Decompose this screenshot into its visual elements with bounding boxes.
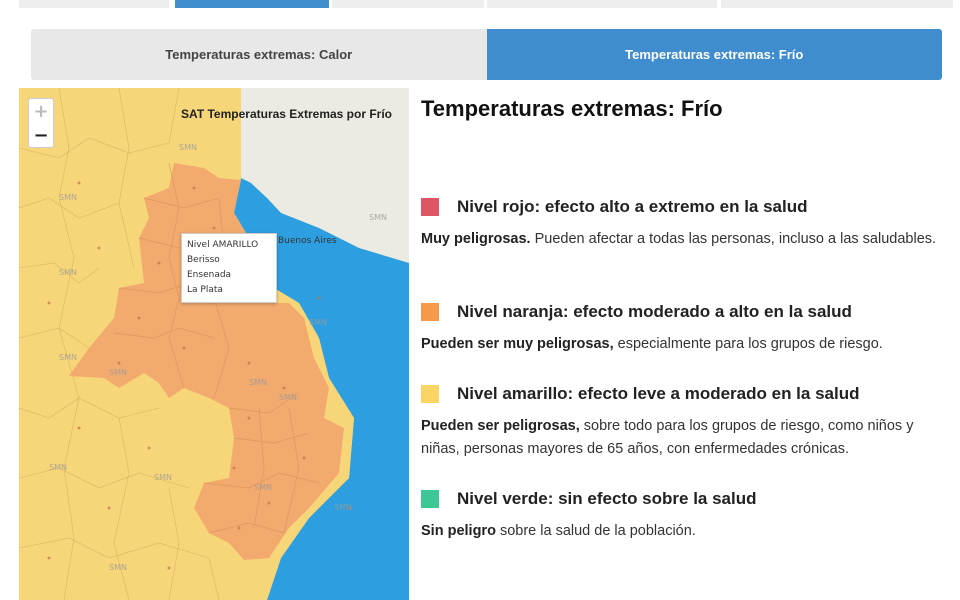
level-title: Nivel amarillo: efecto leve a moderado e… [457,384,860,403]
tab-calor[interactable]: Temperaturas extremas: Calor [31,29,487,80]
legend-panel: Temperaturas extremas: Frío Nivel rojo: … [421,96,951,539]
level-text: especialmente para los grupos de riesgo. [613,336,883,352]
city-label: Buenos Aires [278,236,337,246]
watermark: SMN [334,503,352,512]
zoom-in-button[interactable]: + [28,98,54,124]
map-canvas [19,88,409,600]
top-nav-segment[interactable] [721,0,953,8]
zoom-out-button[interactable]: − [28,123,54,148]
watermark: SMN [279,393,297,402]
level-title: Nivel rojo: efecto alto a extremo en la … [457,197,808,216]
top-nav-segment[interactable] [19,0,169,8]
tab-bar: Temperaturas extremas: Calor Temperatura… [31,29,942,80]
top-nav-segment[interactable] [487,0,717,8]
level-description: Sin peligro sobre la salud de la poblaci… [421,520,951,543]
level-emphasis: Pueden ser muy peligrosas, [421,336,614,352]
watermark: SMN [179,143,197,152]
level-text: sobre la salud de la población. [495,523,696,539]
level-text: Pueden afectar a todas las personas, inc… [530,231,937,247]
watermark: SMN [249,378,267,387]
level-emphasis: Pueden ser peligrosas, [421,418,580,434]
level-title: Nivel naranja: efecto moderado a alto en… [457,302,852,321]
level-color-swatch [421,303,439,321]
watermark: SMN [109,563,127,572]
top-nav-segment[interactable] [332,0,484,8]
watermark: SMN [59,268,77,277]
popup-place: Ensenada [187,270,232,280]
watermark: SMN [49,463,67,472]
level-title: Nivel verde: sin efecto sobre la salud [457,489,757,508]
watermark: SMN [309,318,327,327]
watermark: SMN [154,473,172,482]
popup-place: La Plata [187,285,223,295]
level-description: Pueden ser muy peligrosas, especialmente… [421,333,951,356]
level-rojo: Nivel rojo: efecto alto a extremo en la … [421,196,951,251]
level-naranja: Nivel naranja: efecto moderado a alto en… [421,301,951,356]
region-popup: Nivel AMARILLO Berisso Ensenada La Plata [181,233,277,303]
popup-place: Berisso [187,255,220,265]
popup-heading: Nivel AMARILLO [187,240,259,250]
alert-map[interactable]: SMN SMN SMN SMN SMN SMN SMN SMN SMN SMN … [19,88,409,600]
watermark: SMN [59,353,77,362]
watermark: SMN [109,368,127,377]
level-amarillo: Nivel amarillo: efecto leve a moderado e… [421,383,951,461]
top-navigation-strip [0,0,960,9]
level-description: Pueden ser peligrosas, sobre todo para l… [421,415,951,461]
panel-title: Temperaturas extremas: Frío [421,96,723,121]
level-color-swatch [421,490,439,508]
level-text: sobre todo para los grupos de riesgo, co… [421,418,914,457]
map-title: SAT Temperaturas Extremas por Frío [181,107,392,121]
level-emphasis: Muy peligrosas. [421,231,531,247]
level-verde: Nivel verde: sin efecto sobre la salud S… [421,488,951,543]
watermark: SMN [254,483,272,492]
level-description: Muy peligrosas. Pueden afectar a todas l… [421,228,951,251]
level-color-swatch [421,385,439,403]
top-nav-segment-active[interactable] [175,0,329,8]
watermark: SMN [369,213,387,222]
watermark: SMN [59,193,77,202]
tab-frio[interactable]: Temperaturas extremas: Frío [486,29,942,80]
level-color-swatch [421,198,439,216]
level-emphasis: Sin peligro [421,523,496,539]
